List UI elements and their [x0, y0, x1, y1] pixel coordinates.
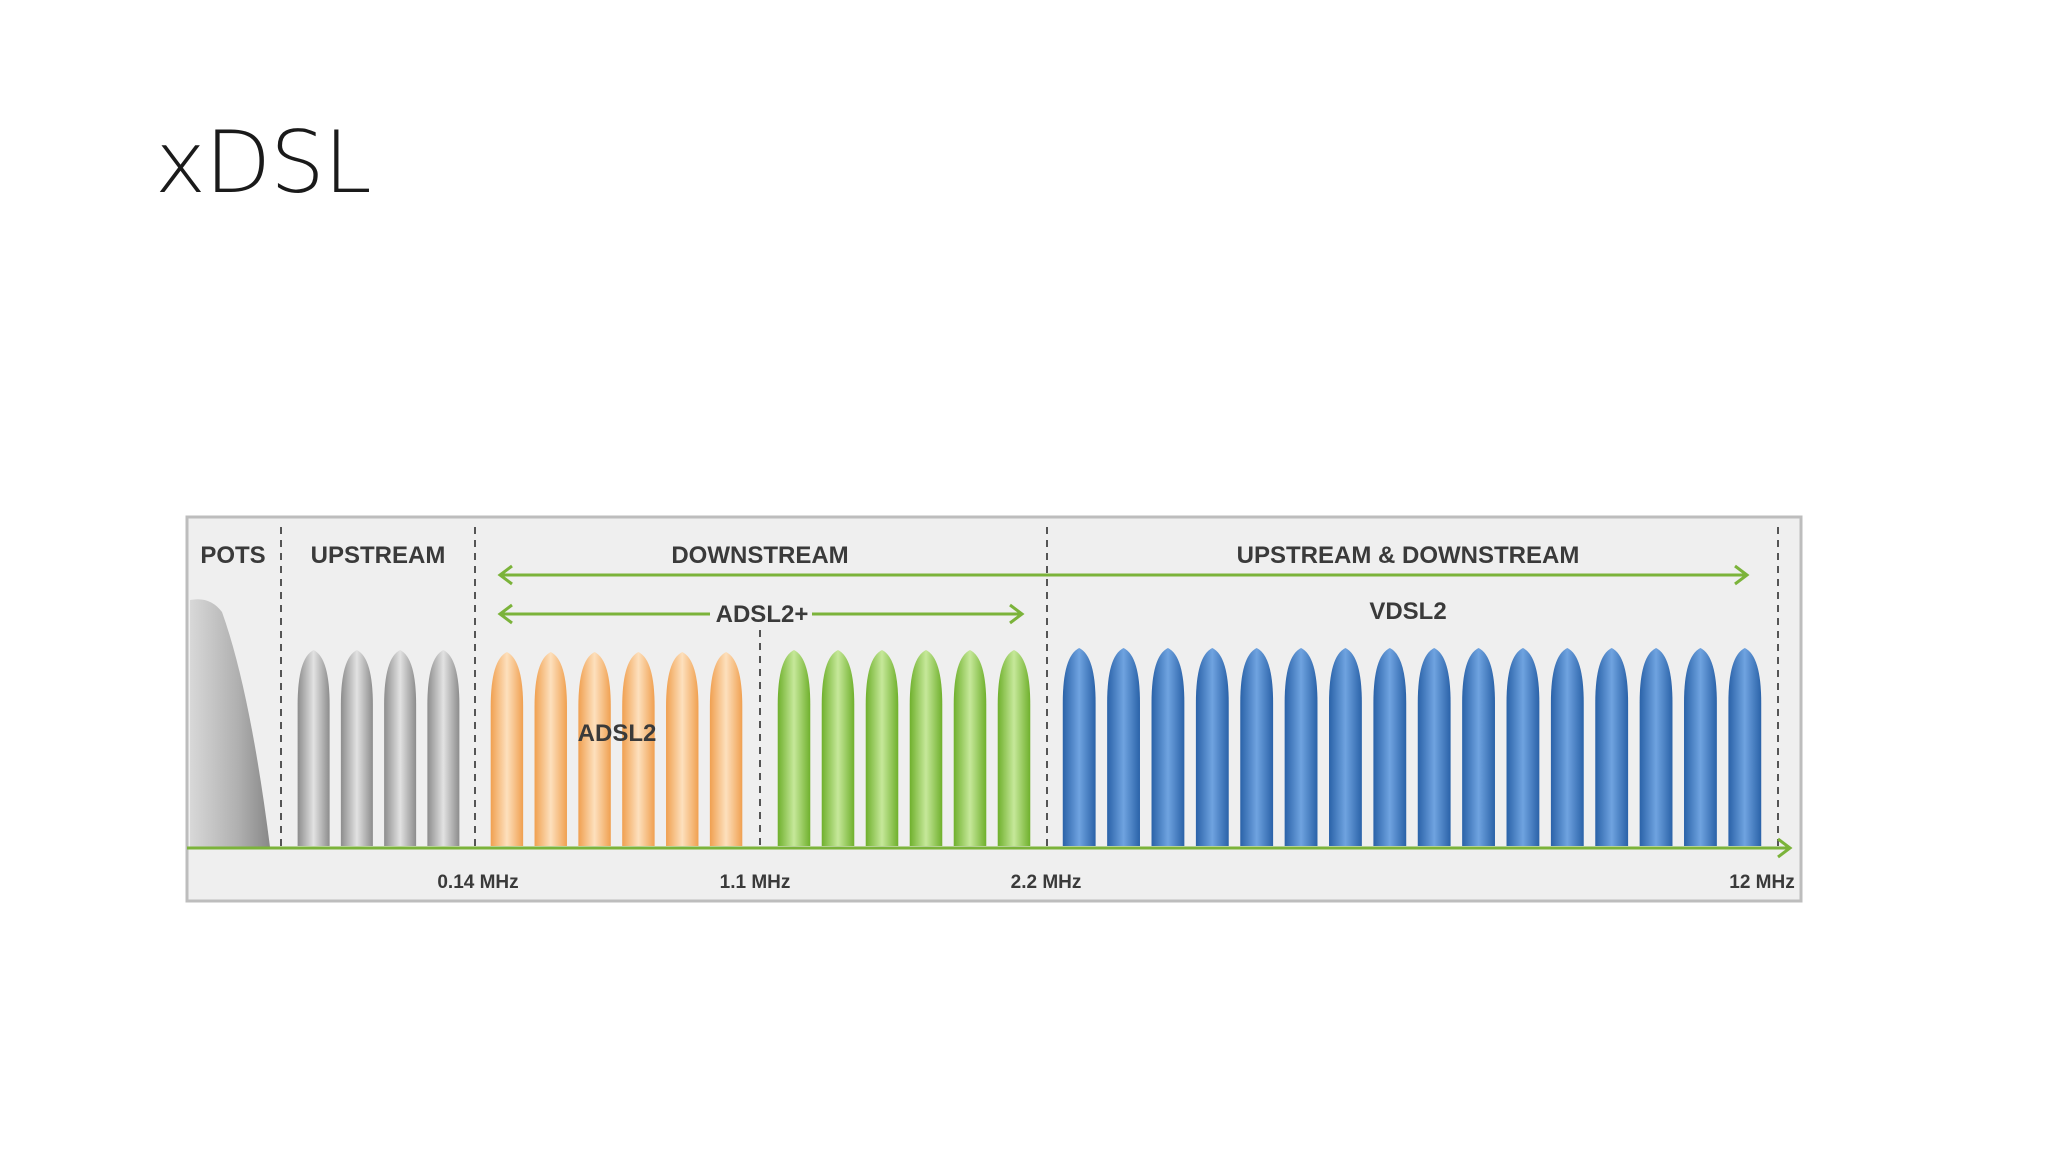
upstream-carrier [384, 650, 417, 846]
vdsl2-carrier [1417, 648, 1451, 846]
adsl2plus-downstream-carrier [865, 650, 899, 846]
vdsl2-carrier [1284, 648, 1318, 846]
upstream-carrier [297, 650, 330, 846]
adsl2-label: ADSL2 [578, 720, 657, 747]
vdsl2-carrier [1506, 648, 1540, 846]
adsl2plus-downstream-carrier [777, 650, 811, 846]
adsl2-downstream-carrier [622, 652, 655, 846]
frequency-axis [187, 837, 1793, 859]
vdsl2-carrier [1329, 648, 1362, 846]
band-label-upstream: UPSTREAM [311, 542, 446, 569]
adsl2plus-downstream-carrier [821, 650, 855, 846]
freq-label-0-14: 0.14 MHz [437, 872, 518, 893]
vdsl2-carrier [1462, 648, 1495, 846]
adsl2-downstream-carrier [534, 652, 567, 846]
vdsl2-carrier [1639, 648, 1673, 846]
vdsl2-carrier [1195, 648, 1229, 846]
band-dividers [280, 527, 1779, 848]
span-arrow-top [497, 564, 1750, 586]
adsl2plus-label: ADSL2+ [716, 601, 809, 628]
band-label-pots: POTS [200, 542, 265, 569]
band-label-upstream-downstream: UPSTREAM & DOWNSTREAM [1237, 542, 1580, 569]
band-label-downstream: DOWNSTREAM [671, 542, 848, 569]
upstream-carrier [340, 650, 373, 846]
adsl2plus-downstream-carrier [953, 650, 987, 846]
upstream-carrier [427, 650, 460, 846]
adsl2plus-downstream-carrier [909, 650, 943, 846]
adsl2-downstream-carrier [666, 652, 699, 846]
slide-title: xDSL [155, 113, 372, 213]
adsl2-downstream-carrier [490, 652, 524, 846]
vdsl2-carrier [1240, 648, 1274, 846]
vdsl2-carrier [1151, 648, 1185, 846]
vdsl2-label: VDSL2 [1369, 598, 1446, 625]
freq-label-1-1: 1.1 MHz [720, 872, 791, 893]
vdsl2-carrier [1595, 648, 1629, 846]
carriers [297, 648, 1762, 846]
adsl2plus-arrow [497, 603, 1025, 625]
adsl2-downstream-carrier [709, 652, 743, 846]
vdsl2-carrier [1062, 648, 1096, 846]
vdsl2-carrier [1107, 648, 1140, 846]
vdsl2-carrier [1373, 648, 1407, 846]
adsl2plus-downstream-carrier [997, 650, 1031, 846]
vdsl2-carrier [1728, 648, 1762, 846]
freq-label-2-2: 2.2 MHz [1011, 872, 1082, 893]
vdsl2-carrier [1550, 648, 1584, 846]
adsl2-downstream-carrier [578, 652, 611, 846]
freq-label-12: 12 MHz [1729, 872, 1794, 893]
vdsl2-carrier [1684, 648, 1717, 846]
pots-carrier [190, 599, 270, 847]
